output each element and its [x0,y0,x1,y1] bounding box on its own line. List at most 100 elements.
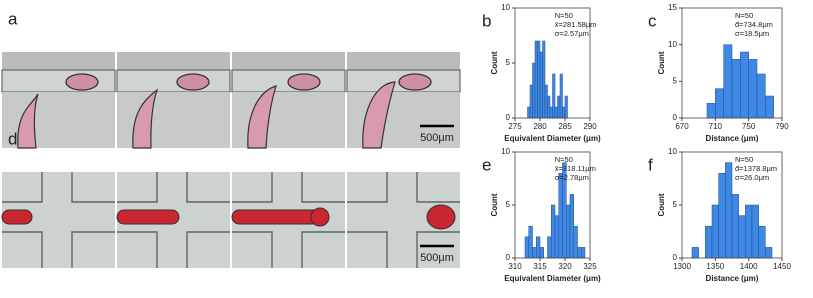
bar [718,172,726,259]
annotation: σ=18.5μm [735,29,769,38]
x-tick-label: 280 [533,122,547,131]
droplet [65,73,99,91]
annotation: N=50 [735,155,753,164]
bar [756,73,766,119]
bar [738,215,746,259]
bar [542,40,546,119]
channel-walls [232,172,345,268]
x-tick-label: 310 [508,262,522,271]
bar [554,106,558,119]
y-tick-label: 5 [506,200,511,209]
x-tick-label: 1450 [773,262,791,271]
channel-walls [347,172,460,268]
bar [715,88,724,119]
bar [537,40,541,119]
bar [551,204,556,259]
y-tick-label: 0 [673,113,678,122]
annotation: d̄=1378.8μm [735,164,777,173]
bar [758,225,766,259]
bar [751,204,759,259]
bar [745,204,753,259]
bar [532,247,537,259]
y-tick-label: 5 [673,200,678,209]
panel-label: a [8,9,18,28]
y-axis-label: Count [490,51,499,74]
bar [740,51,749,119]
y-tick-label: 10 [501,147,510,156]
bar [731,59,741,119]
bar [559,73,563,119]
droplet [231,209,321,225]
bar [532,62,536,119]
y-tick-label: 0 [673,253,678,262]
y-tick-label: 10 [501,3,510,12]
bar [547,236,552,259]
bar [528,225,533,259]
droplet-tip [310,207,330,227]
bar [748,59,758,119]
channel [116,69,231,93]
annotation: σ=2.57μm [555,29,589,38]
scale-bar-label: 500μm [420,132,454,144]
x-tick-label: 670 [675,122,689,131]
y-axis-label: Count [490,193,499,216]
bar [558,172,563,259]
bar [581,247,586,259]
micrograph [1,52,116,149]
x-tick-label: 290 [583,122,597,131]
x-tick-label: 285 [558,122,572,131]
bar [765,95,774,119]
y-tick-label: 5 [506,58,511,67]
neck [247,85,277,149]
x-axis-label: Distance (μm) [706,134,759,143]
droplet [1,209,33,225]
bar [566,204,571,259]
bar [552,73,556,119]
x-tick-label: 1400 [740,262,758,271]
x-tick-label: 275 [508,122,522,131]
annotation: N=50 [735,11,753,20]
micrograph [1,172,115,268]
panel-label: c [648,11,657,30]
annotation: N=50 [555,155,573,164]
neck [362,81,396,149]
x-tick-label: 315 [533,262,547,271]
bar [711,204,719,259]
micrograph [231,172,345,268]
plot-frame [681,7,783,119]
y-tick-label: 10 [668,40,677,49]
micrograph [231,52,346,149]
annotation: N=50 [555,11,573,20]
x-tick-label: 1300 [673,262,691,271]
x-tick-label: 1350 [706,262,724,271]
y-tick-label: 0 [506,113,511,122]
neck [17,93,39,149]
bar [527,106,531,119]
bar [765,247,773,259]
bar [691,247,699,259]
bar [529,84,533,119]
bar [539,247,544,259]
droplet [116,209,180,225]
scale-bar-label: 500μm [420,252,454,264]
bar [524,236,529,259]
bar [569,194,574,259]
channel-walls [117,172,230,268]
channel-walls [2,172,115,268]
x-tick-label: 750 [742,122,756,131]
y-axis-label: Count [657,193,666,216]
bar [557,95,561,119]
bar [554,215,559,259]
bar [731,194,739,259]
micrograph [116,172,230,268]
x-axis-label: Equivalent Diameter (μm) [504,274,601,283]
x-tick-label: 790 [775,122,789,131]
x-tick-label: 325 [583,262,597,271]
annotation: x̄=318.11μm [555,164,596,173]
bar [536,236,541,259]
bar [562,106,566,119]
panel-label: f [648,155,653,174]
micrograph [346,52,461,149]
panel-label: b [482,11,491,30]
